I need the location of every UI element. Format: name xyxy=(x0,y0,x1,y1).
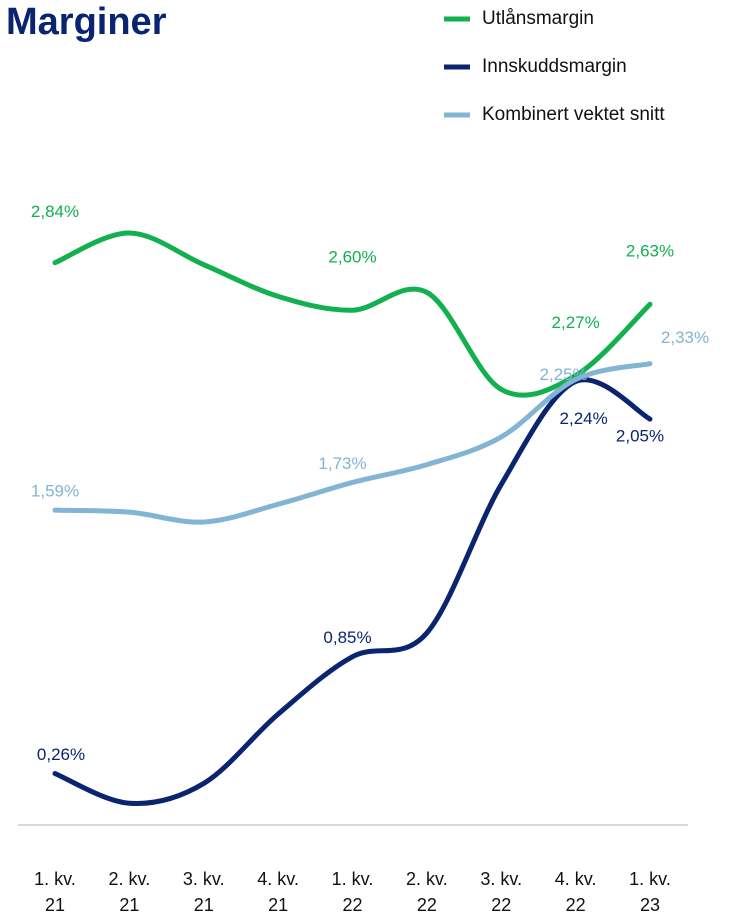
data-label: 2,33% xyxy=(661,328,709,347)
data-label: 2,24% xyxy=(560,409,608,428)
data-label: 1,73% xyxy=(318,454,366,473)
line-series xyxy=(52,230,653,398)
x-tick-label: 3. kv. 21 xyxy=(182,869,225,915)
data-label: 0,85% xyxy=(323,628,371,647)
x-tick-label: 3. kv. 22 xyxy=(480,869,523,915)
legend-label: Kombinert vektet snitt xyxy=(482,104,665,125)
data-label: 2,25% xyxy=(540,365,588,384)
x-tick-label: 1. kv. 23 xyxy=(629,869,671,915)
x-tick-label: 2. kv. 21 xyxy=(108,869,151,915)
chart-title: Marginer xyxy=(6,1,167,43)
line-series xyxy=(52,377,653,806)
x-tick-label: 1. kv. 21 xyxy=(34,869,76,915)
x-tick-label: 4. kv. 22 xyxy=(554,869,597,915)
data-label: 0,26% xyxy=(37,745,85,764)
x-tick-label: 4. kv. 21 xyxy=(257,869,299,915)
data-label: 2,05% xyxy=(616,427,664,446)
legend-label: Innskuddsmargin xyxy=(482,56,627,77)
line-series xyxy=(52,361,653,525)
data-label: 2,84% xyxy=(31,202,79,221)
data-label: 1,59% xyxy=(31,482,79,501)
data-label: 2,60% xyxy=(328,248,376,267)
data-label: 2,63% xyxy=(626,242,674,261)
x-tick-label: 2. kv. 22 xyxy=(406,869,448,915)
x-tick-label: 1. kv. 22 xyxy=(331,869,374,915)
data-label: 2,27% xyxy=(552,313,600,332)
legend-label: Utlånsmargin xyxy=(482,8,594,29)
